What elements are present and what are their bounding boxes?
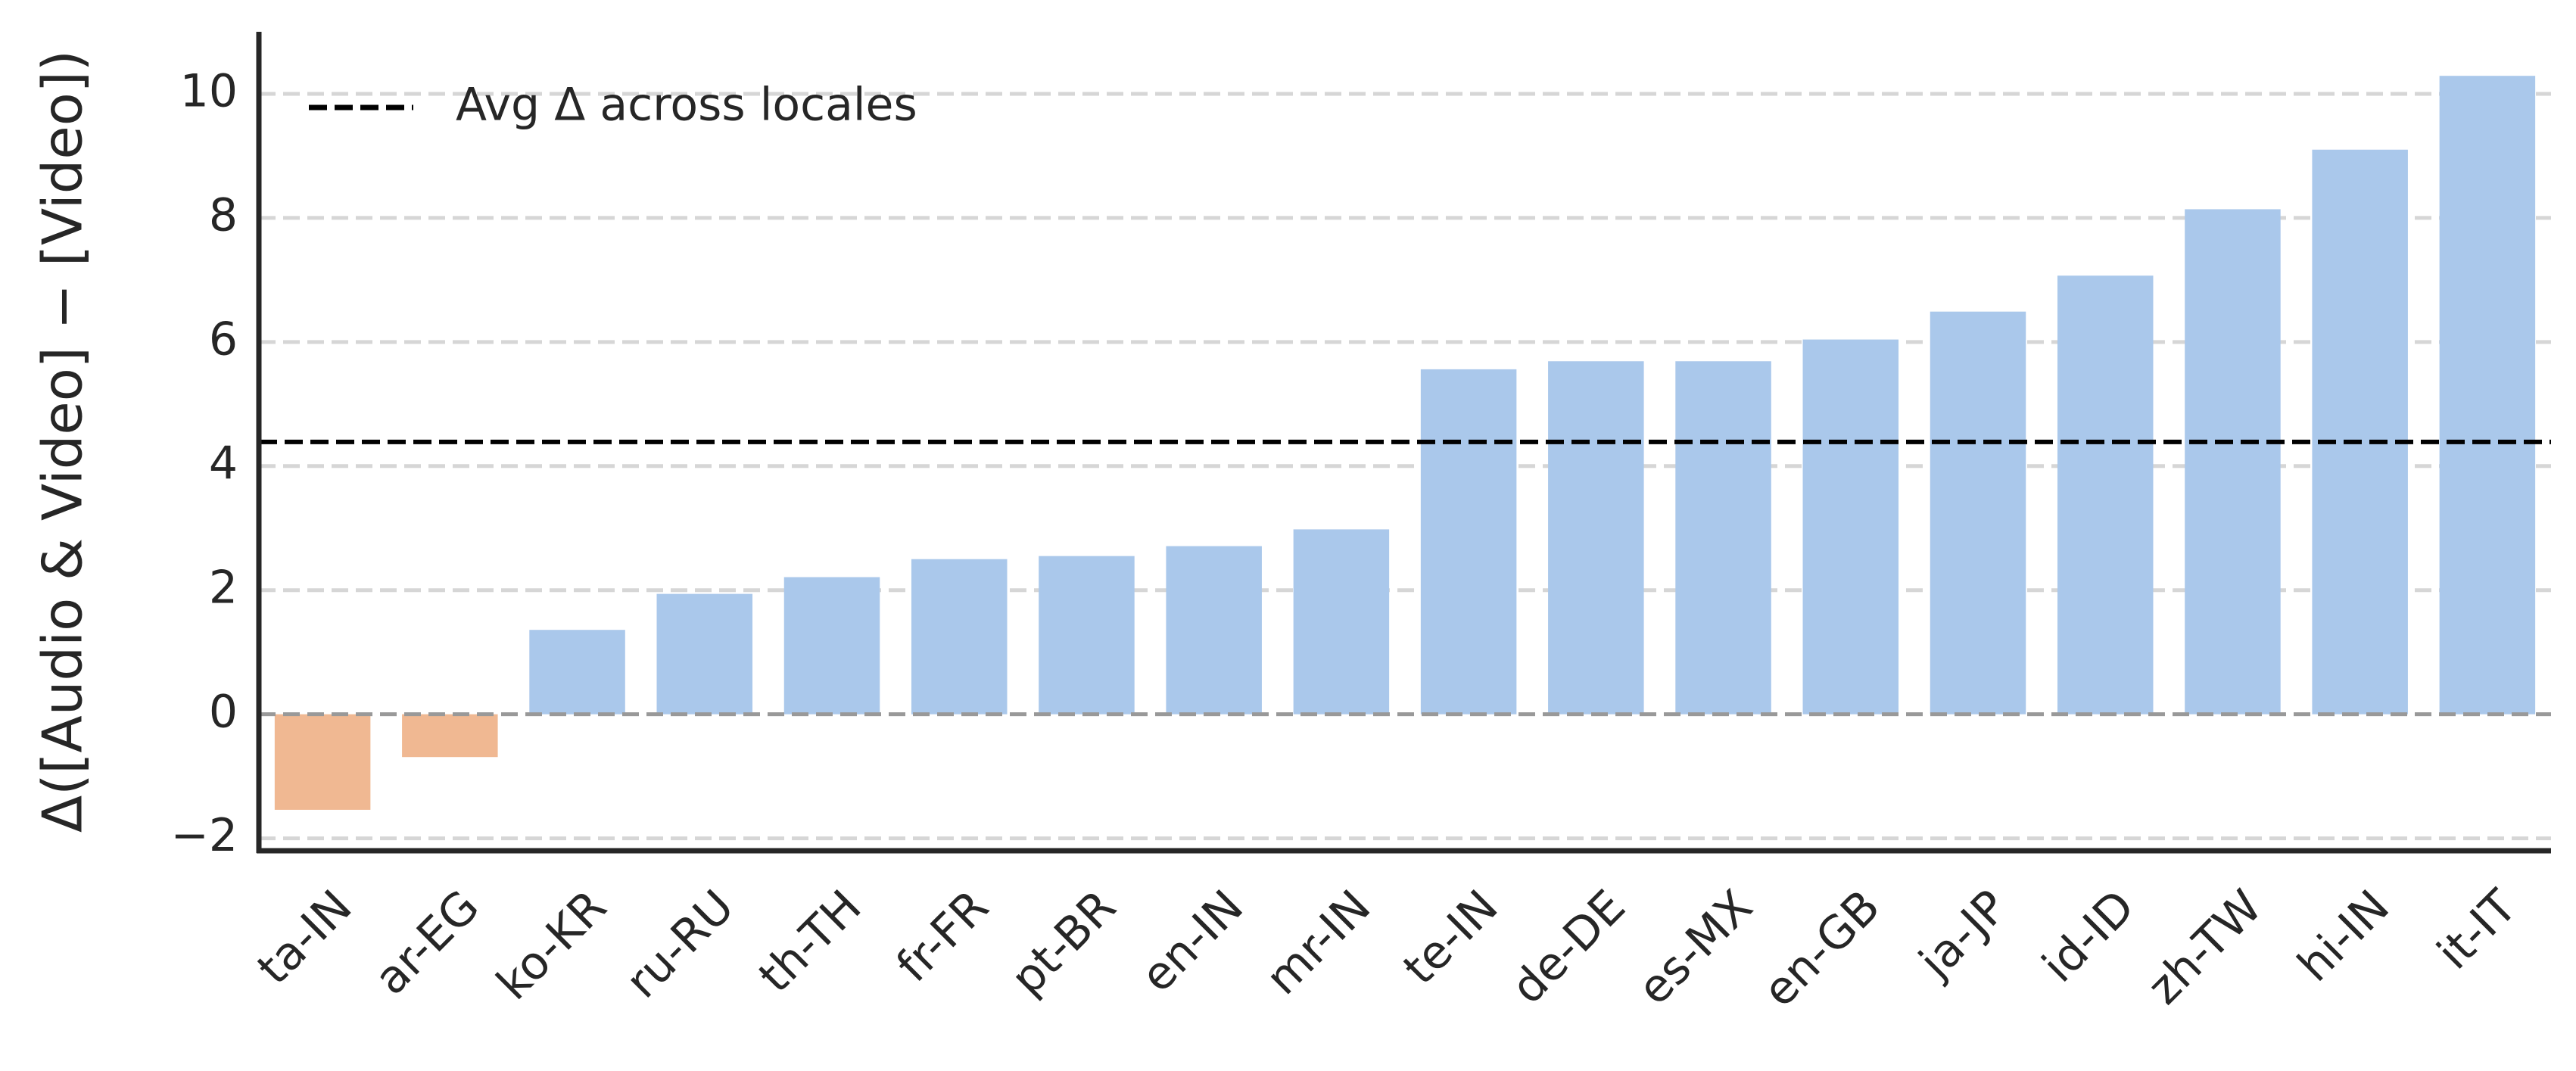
y-tick-label: 4 — [209, 437, 238, 490]
x-tick-label: fr-FR — [886, 880, 998, 992]
y-tick-label: −2 — [171, 809, 238, 862]
x-tick-label: te-IN — [1394, 880, 1509, 995]
x-tick-label: ja-JP — [1908, 880, 2017, 989]
y-axis-label: Δ([Audio & Video] − [Video]) — [31, 50, 95, 833]
bar — [1802, 339, 1899, 715]
x-tick-label: id-ID — [2032, 880, 2145, 993]
x-tick-label: es-MX — [1628, 880, 1763, 1016]
bar — [656, 593, 753, 715]
y-tick-label: 8 — [209, 189, 238, 242]
bar — [402, 714, 498, 758]
x-tick-label: it-IT — [2428, 880, 2528, 980]
x-tick-label: ar-EG — [364, 880, 489, 1005]
bar — [2185, 209, 2281, 715]
bar — [274, 714, 371, 810]
bar — [783, 577, 880, 715]
bar — [1293, 529, 1390, 715]
x-tick-label: mr-IN — [1256, 880, 1381, 1005]
y-tick-label: 0 — [209, 685, 238, 738]
x-tick-label: zh-TW — [2138, 880, 2272, 1015]
x-tick-label: th-TH — [749, 880, 871, 1003]
bar — [1548, 361, 1644, 715]
bar — [1420, 369, 1517, 715]
x-tick-label: de-DE — [1501, 880, 1635, 1014]
x-tick-label: hi-IN — [2288, 880, 2400, 992]
bar — [1675, 361, 1771, 715]
x-tick-label: en-IN — [1131, 880, 1254, 1003]
x-tick-label: en-GB — [1753, 880, 1890, 1017]
legend-label: Avg Δ across locales — [456, 79, 917, 132]
bar — [2439, 76, 2536, 715]
bar — [529, 630, 625, 715]
x-tick-label: ru-RU — [615, 880, 744, 1009]
bar — [2312, 149, 2408, 715]
bar — [1039, 556, 1135, 715]
y-tick-label: 6 — [209, 313, 238, 366]
bar — [1930, 311, 2026, 715]
y-tick-label: 10 — [180, 65, 238, 118]
bar — [911, 559, 1008, 715]
x-tick-label: ko-KR — [487, 880, 617, 1010]
bar — [1166, 546, 1262, 715]
y-tick-label: 2 — [209, 561, 238, 614]
x-tick-label: ta-IN — [248, 880, 363, 995]
x-tick-label: pt-BR — [1001, 880, 1126, 1005]
bar — [2057, 276, 2154, 715]
